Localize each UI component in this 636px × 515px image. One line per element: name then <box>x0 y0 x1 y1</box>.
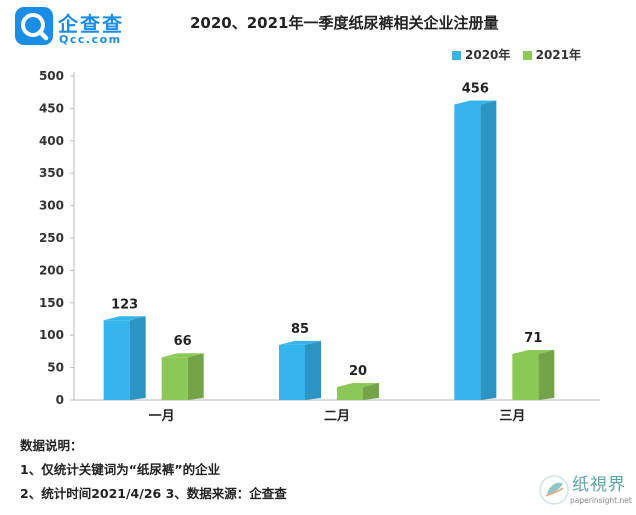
bar-side <box>538 349 555 400</box>
bar-top <box>279 340 321 345</box>
watermark-url: paperinsight.net <box>570 496 632 505</box>
legend-label-2020: 2020年 <box>465 48 511 62</box>
legend-label-2021: 2021年 <box>535 48 581 62</box>
bar-side <box>363 383 379 400</box>
bar <box>161 357 188 400</box>
legend-item-2021: 2021年 <box>522 46 581 63</box>
notes-line-1: 1、仅统计关键词为“纸尿裤”的企业 <box>20 462 221 477</box>
bar-value-label: 66 <box>174 334 192 349</box>
brand-logo: 企查查 Qcc.com <box>14 6 154 50</box>
y-tick-label: 200 <box>39 263 64 277</box>
bar <box>279 344 305 400</box>
x-tick-label: 三月 <box>499 409 525 424</box>
data-notes: 数据说明： 1、仅统计关键词为“纸尿裤”的企业 2、统计时间2021/4/26 … <box>20 434 287 506</box>
x-tick-label: 一月 <box>149 409 175 424</box>
bar-top <box>454 100 497 105</box>
bar-side <box>129 316 146 400</box>
bar-value-label: 20 <box>349 364 367 379</box>
bar-top <box>103 316 146 321</box>
x-tick-label: 二月 <box>324 409 350 424</box>
bar-top <box>337 383 379 388</box>
bar-side <box>305 340 321 400</box>
legend-swatch-2020 <box>452 51 461 60</box>
y-tick-label: 350 <box>39 166 64 180</box>
watermark-text: 纸視界 <box>572 475 626 495</box>
chart-title: 2020、2021年一季度纸尿裤相关企业注册量 <box>190 14 499 32</box>
legend-item-2020: 2020年 <box>452 46 510 63</box>
y-tick-label: 250 <box>39 231 64 245</box>
bar-value-label: 456 <box>462 82 489 97</box>
y-tick-label: 450 <box>39 101 64 115</box>
notes-line-2: 2、统计时间2021/4/26 3、数据来源：企查查 <box>20 486 287 501</box>
notes-heading: 数据说明： <box>20 438 83 453</box>
y-tick-label: 50 <box>47 361 64 375</box>
qcc-logo-icon <box>15 7 53 45</box>
y-tick-label: 100 <box>39 328 64 342</box>
bar-top <box>161 353 204 358</box>
chart-legend: 2020年 2021年 <box>452 46 589 63</box>
leaf-logo-icon <box>539 475 569 505</box>
brand-name: 企查查 <box>58 12 124 36</box>
bar-side <box>187 353 204 400</box>
y-tick-label: 300 <box>39 199 64 213</box>
bar <box>512 353 539 400</box>
bar-value-label: 85 <box>291 322 309 337</box>
bar-value-label: 71 <box>524 331 542 346</box>
bar <box>454 104 481 401</box>
brand-domain: Qcc.com <box>59 33 122 46</box>
bar <box>103 320 130 400</box>
y-tick-label: 500 <box>39 69 64 83</box>
y-tick-label: 150 <box>39 296 64 310</box>
y-tick-label: 400 <box>39 134 64 148</box>
bar-side <box>480 100 497 401</box>
bar-top <box>512 349 555 354</box>
watermark: 纸視界 paperinsight.net <box>538 470 634 512</box>
bar-value-label: 123 <box>111 297 138 312</box>
legend-swatch-2021 <box>522 51 532 60</box>
bar <box>337 387 363 400</box>
y-tick-label: 0 <box>56 393 64 407</box>
